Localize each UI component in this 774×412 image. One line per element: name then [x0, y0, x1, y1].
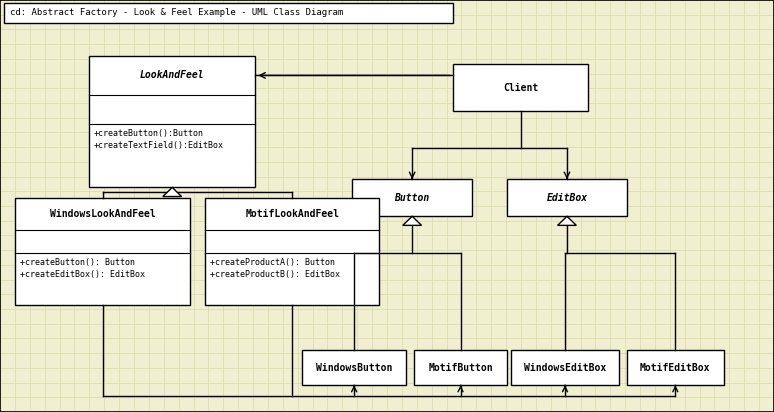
Polygon shape: [402, 216, 422, 225]
Text: +createProductB(): EditBox: +createProductB(): EditBox: [210, 270, 340, 279]
Text: MotifButton: MotifButton: [428, 363, 493, 373]
Text: +createTextField():EditBox: +createTextField():EditBox: [94, 140, 224, 150]
Text: WindowsLookAndFeel: WindowsLookAndFeel: [50, 209, 156, 219]
Bar: [302, 350, 406, 385]
Text: WindowsEditBox: WindowsEditBox: [524, 363, 606, 373]
Bar: [205, 198, 379, 305]
Text: MotifEditBox: MotifEditBox: [640, 363, 711, 373]
Text: +createButton(): Button: +createButton(): Button: [20, 258, 135, 267]
Polygon shape: [557, 216, 577, 225]
Bar: [507, 179, 627, 216]
Bar: [511, 350, 619, 385]
Text: cd: Abstract Factory - Look & Feel Example - UML Class Diagram: cd: Abstract Factory - Look & Feel Examp…: [10, 8, 344, 17]
Text: +createProductA(): Button: +createProductA(): Button: [210, 258, 334, 267]
Text: LookAndFeel: LookAndFeel: [140, 70, 204, 80]
Bar: [89, 56, 255, 187]
Bar: [414, 350, 507, 385]
Text: Client: Client: [503, 82, 538, 93]
Text: +createEditBox(): EditBox: +createEditBox(): EditBox: [20, 270, 145, 279]
Bar: [15, 198, 190, 305]
Bar: [627, 350, 724, 385]
Text: WindowsButton: WindowsButton: [316, 363, 392, 373]
Bar: [453, 64, 588, 111]
Text: MotifLookAndFeel: MotifLookAndFeel: [245, 209, 339, 219]
Bar: [4, 3, 453, 23]
Text: +createButton():Button: +createButton():Button: [94, 129, 204, 138]
Bar: [352, 179, 472, 216]
Text: EditBox: EditBox: [546, 193, 587, 203]
Text: Button: Button: [395, 193, 430, 203]
Polygon shape: [163, 187, 182, 197]
